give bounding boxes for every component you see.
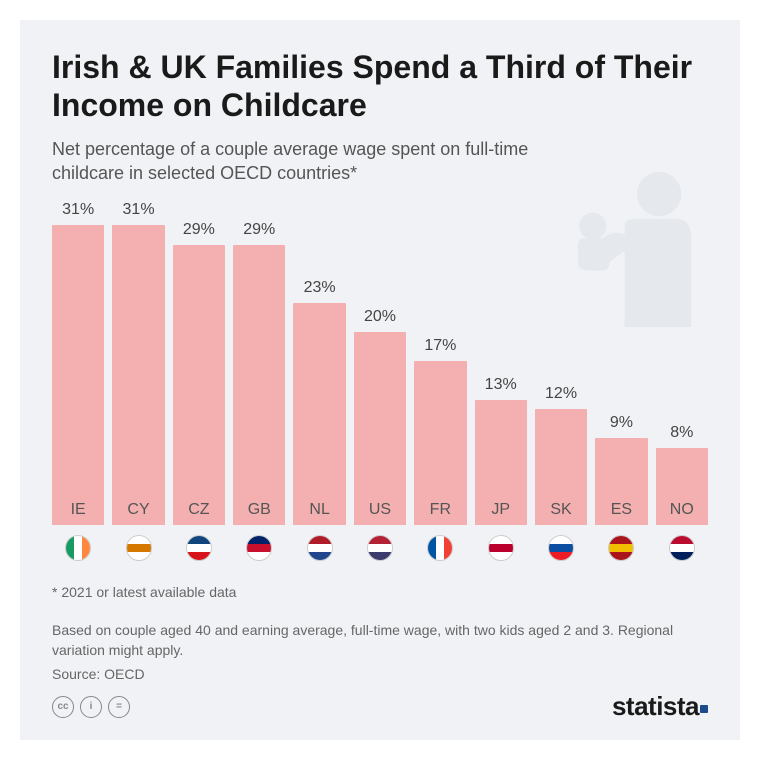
source-text: Source: OECD: [52, 666, 708, 682]
chart-subtitle: Net percentage of a couple average wage …: [52, 137, 552, 186]
bar-value-label: 20%: [364, 308, 396, 326]
cc-icon: cc: [52, 696, 74, 718]
flag-column: [173, 535, 225, 561]
flag-column: [414, 535, 466, 561]
bar-country-code: ES: [595, 501, 647, 519]
bar-country-code: NO: [656, 501, 708, 519]
bar-value-label: 8%: [670, 424, 693, 442]
bar: JP: [475, 400, 527, 526]
bar-column: 8% NO: [656, 424, 708, 525]
bar-column: 23% NL: [293, 279, 345, 526]
infographic-card: Irish & UK Families Spend a Third of The…: [20, 20, 740, 740]
flag-icon-fr: [427, 535, 453, 561]
bar: GB: [233, 245, 285, 526]
flag-column: [595, 535, 647, 561]
brand-text: statista: [612, 691, 699, 721]
flag-column: [475, 535, 527, 561]
bar-column: 29% GB: [233, 221, 285, 526]
flag-icon-ie: [65, 535, 91, 561]
bar-country-code: IE: [52, 501, 104, 519]
bar: ES: [595, 438, 647, 525]
bar-value-label: 31%: [123, 201, 155, 219]
bar-column: 31% IE: [52, 201, 104, 525]
bar-value-label: 13%: [485, 376, 517, 394]
bar-value-label: 12%: [545, 385, 577, 403]
bar-country-code: JP: [475, 501, 527, 519]
flag-column: [535, 535, 587, 561]
flag-icon-es: [608, 535, 634, 561]
flag-column: [293, 535, 345, 561]
chart-title: Irish & UK Families Spend a Third of The…: [52, 48, 708, 125]
bar-country-code: CZ: [173, 501, 225, 519]
footnote-method: Based on couple aged 40 and earning aver…: [52, 621, 708, 660]
footnote-asterisk: * 2021 or latest available data: [52, 583, 708, 603]
bar-value-label: 23%: [304, 279, 336, 297]
bar-value-label: 29%: [243, 221, 275, 239]
flag-column: [354, 535, 406, 561]
flag-icon-jp: [488, 535, 514, 561]
bar: SK: [535, 409, 587, 525]
bar-column: 13% JP: [475, 376, 527, 526]
bar-country-code: FR: [414, 501, 466, 519]
flag-row: [52, 535, 708, 561]
bar: CZ: [173, 245, 225, 526]
bar-value-label: 29%: [183, 221, 215, 239]
flag-icon-sk: [548, 535, 574, 561]
bar-country-code: GB: [233, 501, 285, 519]
bar-value-label: 17%: [424, 337, 456, 355]
flag-icon-nl: [307, 535, 333, 561]
flag-icon-no: [669, 535, 695, 561]
chart-area: 31% IE 31% CY 29% CZ 29% GB 23% NL 20% US 17% FR 13% JP…: [52, 195, 708, 565]
bar-container: 31% IE 31% CY 29% CZ 29% GB 23% NL 20% US 17% FR 13% JP…: [52, 195, 708, 525]
bar-column: 17% FR: [414, 337, 466, 526]
bar-column: 12% SK: [535, 385, 587, 525]
bar-country-code: NL: [293, 501, 345, 519]
footer: cc i = statista: [52, 691, 708, 722]
flag-column: [656, 535, 708, 561]
brand-logo: statista: [612, 691, 708, 722]
bar-country-code: CY: [112, 501, 164, 519]
flag-column: [233, 535, 285, 561]
flag-icon-cy: [126, 535, 152, 561]
bar-column: 29% CZ: [173, 221, 225, 526]
flag-column: [52, 535, 104, 561]
bar-value-label: 31%: [62, 201, 94, 219]
flag-icon-cz: [186, 535, 212, 561]
flag-icon-us: [367, 535, 393, 561]
bar-value-label: 9%: [610, 414, 633, 432]
license-icons: cc i =: [52, 696, 130, 718]
brand-dot-icon: [700, 705, 708, 713]
bar-column: 9% ES: [595, 414, 647, 525]
nd-icon: =: [108, 696, 130, 718]
bar: IE: [52, 225, 104, 525]
bar: NL: [293, 303, 345, 526]
bar: CY: [112, 225, 164, 525]
bar: FR: [414, 361, 466, 526]
flag-column: [112, 535, 164, 561]
bar-country-code: SK: [535, 501, 587, 519]
bar-country-code: US: [354, 501, 406, 519]
flag-icon-gb: [246, 535, 272, 561]
by-icon: i: [80, 696, 102, 718]
bar-column: 31% CY: [112, 201, 164, 525]
bar: NO: [656, 448, 708, 525]
bar-column: 20% US: [354, 308, 406, 526]
bar: US: [354, 332, 406, 526]
